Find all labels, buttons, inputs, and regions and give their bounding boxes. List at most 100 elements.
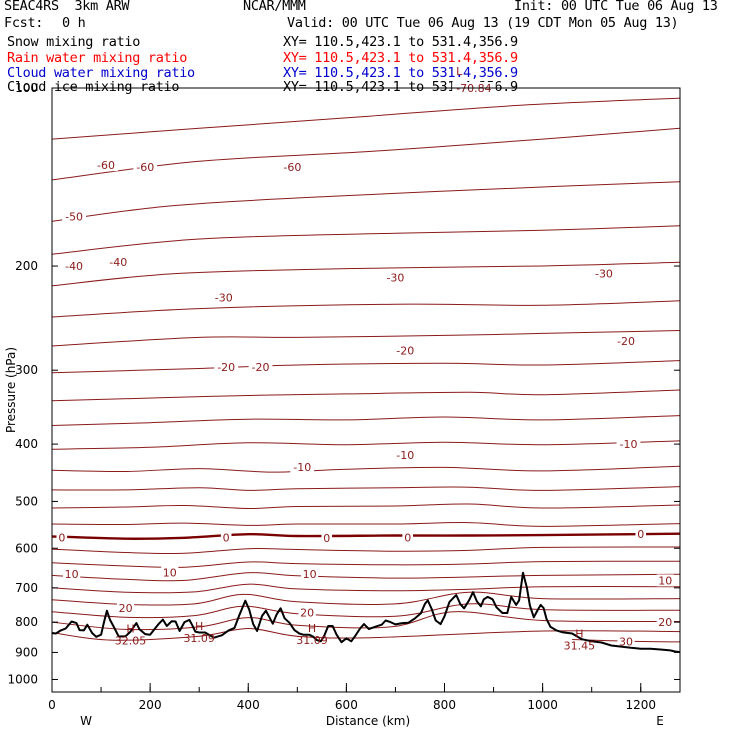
contour-label-bg — [393, 448, 418, 461]
y-axis-label: Pressure (hPa) — [4, 347, 18, 433]
contour-label-bg — [290, 460, 315, 473]
contour-label-bg — [592, 267, 616, 280]
init-time: Init: 00 UTC Tue 06 Aug 13 — [514, 0, 718, 14]
isotherm-line — [52, 360, 680, 374]
contour-label: -20 — [617, 335, 635, 348]
contour-label: -60 — [136, 161, 154, 174]
isotherm-line — [52, 627, 680, 641]
y-tick-label: 800 — [15, 615, 38, 629]
experiment-title: SEAC4RS 3km ARW — [4, 0, 130, 14]
field-xy-rain: XY= 110.5,423.1 to 531.4,356.9 — [283, 50, 518, 66]
contour-label-bg — [62, 210, 86, 223]
isotherm-line — [52, 389, 680, 402]
contour-labels: -60 -60 -60-70.84-50-40 -40-30-30 -30-20 -20-… — [56, 82, 674, 649]
contour-label-bg — [614, 335, 638, 348]
isotherm-line — [52, 440, 680, 450]
isotherm-line — [52, 415, 680, 426]
contour-label: -40 — [109, 256, 127, 269]
field-label-rain: Rain water mixing ratio — [7, 50, 188, 66]
isotherm-line — [52, 560, 680, 568]
extremum-mark: H — [126, 623, 134, 636]
x-axis-label: Distance (km) — [326, 714, 410, 728]
y-tick-label: 200 — [15, 259, 38, 273]
extremum-value: 31.09 — [296, 634, 328, 647]
isotherm-line — [52, 591, 680, 606]
contour-label: 30 — [619, 636, 633, 649]
isotherm-line — [52, 225, 680, 255]
isotherm-contours — [52, 97, 680, 643]
isotherm-line — [52, 330, 680, 347]
organization-label: NCAR/MMM — [243, 0, 306, 14]
contour-label: 10 — [65, 568, 79, 581]
isotherm-line — [52, 300, 680, 318]
contour-label-bg — [321, 531, 333, 544]
contour-label-bg — [56, 531, 68, 544]
contour-label-bg — [383, 271, 408, 284]
contour-label: 0 — [58, 531, 65, 544]
contour-label: -10 — [620, 438, 638, 451]
field-label-snow: Snow mixing ratio — [7, 34, 141, 50]
extremum-value: 32.05 — [115, 635, 147, 648]
contour-label: 10 — [658, 574, 672, 587]
contour-label-bg — [617, 635, 635, 648]
contour-label-bg — [63, 567, 81, 580]
field-label-cloud-ice: Cloud ice mixing ratio — [7, 79, 180, 95]
extremum-value: 31.09 — [183, 632, 215, 645]
extremum-mark: H — [195, 620, 203, 633]
field-label-cloud-water: Cloud water mixing ratio — [7, 65, 195, 81]
y-tick-label: 700 — [15, 581, 38, 595]
forecast-hour: 0 h — [62, 15, 86, 31]
contour-label: -60 — [97, 159, 115, 172]
contour-label-bg — [211, 291, 236, 304]
contour-label: -50 — [65, 211, 83, 224]
extremum-mark: H — [575, 628, 583, 641]
contour-label-bg — [298, 606, 316, 619]
contour-label: 20 — [658, 616, 672, 629]
isotherm-line — [52, 97, 680, 140]
contour-label: 10 — [303, 568, 317, 581]
isotherm-line — [52, 546, 680, 555]
contour-label: 0 — [637, 528, 644, 541]
contour-label: -30 — [215, 291, 233, 304]
x-tick-label: 600 — [335, 698, 358, 712]
contour-label: -30 — [386, 271, 404, 284]
contour-label-bg — [393, 344, 418, 357]
contour-label-bg — [402, 531, 414, 544]
plot-frame — [51, 87, 681, 693]
y-tick-label: 400 — [15, 437, 38, 451]
contour-label-bg — [214, 360, 239, 373]
forecast-label: Fcst: — [4, 15, 44, 31]
contour-label-bg — [106, 256, 131, 269]
contour-label-bg — [616, 438, 641, 451]
x-tick-label: 400 — [237, 698, 260, 712]
extremum-mark: H — [308, 622, 316, 635]
contour-label-bg — [280, 160, 305, 173]
isotherm-line — [52, 503, 680, 510]
contour-label-bg — [656, 574, 674, 587]
contour-label: -20 — [252, 361, 270, 374]
isotherm-line — [52, 486, 680, 491]
x-end-label-west: W — [80, 714, 92, 728]
y-tick-label: 500 — [15, 494, 38, 508]
contour-label-bg — [62, 260, 86, 273]
contour-label: -20 — [217, 361, 235, 374]
contour-label: -10 — [396, 449, 414, 462]
x-tick-label: 0 — [48, 698, 56, 712]
contour-label: -20 — [396, 345, 414, 358]
y-tick-label: 900 — [15, 645, 38, 659]
contour-label: -40 — [65, 260, 83, 273]
contour-label: 10 — [163, 566, 177, 579]
contour-label-bg — [300, 567, 319, 580]
isotherm-line — [52, 465, 680, 473]
terrain-line — [51, 571, 681, 654]
isotherm-line — [52, 611, 680, 631]
contour-label: 0 — [404, 531, 411, 544]
y-tick-label: 300 — [15, 363, 38, 377]
contour-label: -60 — [283, 161, 301, 174]
contour-label: 0 — [323, 532, 330, 545]
contour-label-bg — [248, 360, 273, 373]
isotherm-line — [52, 583, 680, 594]
